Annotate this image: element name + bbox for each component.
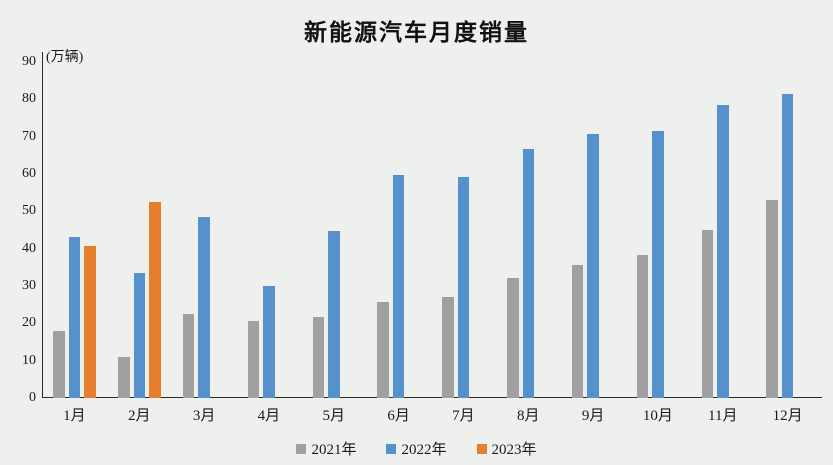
x-tick-label: 2月	[127, 408, 151, 424]
y-tick-label: 0	[29, 390, 36, 405]
bar-2023年-1月	[84, 245, 96, 398]
bar-2022年-7月	[457, 176, 470, 398]
x-tick-label: 7月	[452, 408, 475, 424]
legend-item-2021年: 2021年	[296, 438, 356, 459]
y-tick-label: 50	[22, 203, 36, 219]
bar-2022年-1月	[68, 237, 81, 398]
legend-label: 2022年	[401, 442, 447, 458]
y-axis-unit-label: (万辆)	[46, 50, 84, 65]
bar-2022年-12月	[781, 94, 794, 398]
x-tick-label: 5月	[322, 408, 346, 424]
bar-2021年-1月	[53, 331, 65, 398]
bar-2021年-5月	[312, 316, 324, 398]
y-tick-label: 80	[22, 91, 36, 107]
legend-swatch-icon	[476, 443, 487, 454]
y-tick-label: 60	[22, 166, 36, 181]
bar-2021年-7月	[442, 296, 454, 398]
x-tick-label: 3月	[192, 408, 216, 424]
y-tick-label: 40	[22, 240, 36, 256]
bar-2022年-11月	[717, 104, 729, 398]
bar-2021年-4月	[247, 321, 260, 398]
legend-label: 2021年	[311, 442, 357, 458]
bar-2022年-6月	[392, 175, 405, 398]
legend-swatch-icon	[296, 443, 307, 454]
bar-2022年-8月	[522, 149, 534, 398]
bar-2021年-10月	[636, 255, 649, 398]
x-tick-label: 8月	[516, 408, 540, 424]
bar-2022年-10月	[652, 131, 664, 398]
x-axis-line	[42, 397, 822, 398]
x-tick-label: 9月	[581, 408, 605, 424]
y-tick-label: 20	[22, 315, 36, 331]
legend: 2021年 2022年 2023年	[0, 438, 833, 459]
bar-2021年-8月	[507, 278, 519, 398]
y-tick-label: 10	[22, 352, 36, 368]
bar-2022年-5月	[328, 231, 340, 398]
bar-2021年-3月	[182, 313, 195, 398]
x-tick-label: 6月	[387, 408, 410, 424]
x-tick-label: 4月	[257, 408, 281, 424]
bar-2021年-11月	[701, 230, 713, 398]
legend-swatch-icon	[386, 443, 397, 454]
bar-2021年-12月	[766, 199, 778, 398]
bar-2021年-2月	[118, 356, 130, 398]
y-tick-label: 90	[22, 54, 36, 69]
bar-2021年-9月	[571, 264, 584, 398]
legend-item-2022年: 2022年	[386, 438, 447, 459]
y-axis-line	[42, 52, 43, 398]
bar-2022年-4月	[263, 286, 275, 398]
x-tick-label: 12月	[772, 408, 803, 424]
x-tick-label: 11月	[708, 408, 738, 424]
bar-2022年-2月	[133, 273, 145, 398]
x-tick-label: 1月	[63, 408, 86, 424]
legend-label: 2023年	[491, 442, 537, 458]
bar-2021年-6月	[377, 302, 389, 398]
chart-title: 新能源汽车月度销量	[304, 20, 529, 45]
legend-item-2023年: 2023年	[476, 438, 537, 459]
x-tick-label: 10月	[642, 408, 673, 424]
bar-2023年-2月	[149, 202, 161, 398]
y-tick-label: 70	[22, 128, 36, 144]
bar-2022年-9月	[587, 133, 599, 398]
y-tick-label: 30	[22, 278, 36, 293]
bar-2022年-3月	[198, 217, 210, 398]
